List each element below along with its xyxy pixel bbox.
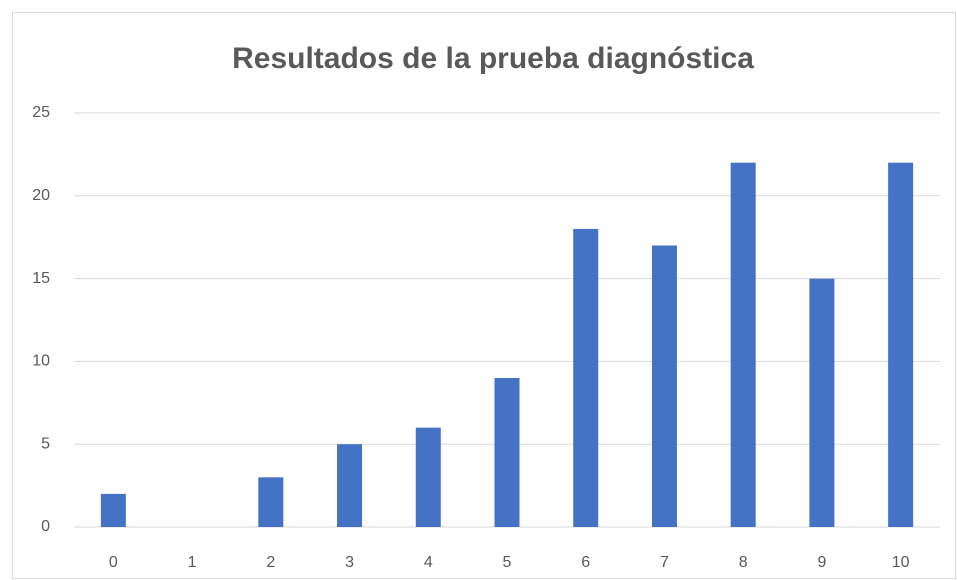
- bar: [573, 228, 599, 528]
- x-tick-label: 10: [892, 554, 910, 571]
- bar: [809, 278, 835, 527]
- x-tick-label: 4: [424, 554, 433, 571]
- y-tick-label: 0: [41, 518, 50, 535]
- y-tick-label: 15: [32, 270, 50, 287]
- y-tick-label: 5: [41, 435, 50, 452]
- bar: [494, 377, 520, 527]
- chart-frame: [12, 12, 956, 579]
- x-tick-label: 2: [266, 554, 275, 571]
- x-tick-label: 7: [660, 554, 669, 571]
- bar: [651, 245, 677, 528]
- x-tick-label: 8: [739, 554, 748, 571]
- bar: [337, 444, 363, 527]
- bar: [100, 493, 126, 527]
- x-tick-label: 0: [109, 554, 118, 571]
- y-tick-label: 25: [32, 104, 50, 121]
- x-tick-label: 9: [817, 554, 826, 571]
- chart-title: Resultados de la prueba diagnóstica: [232, 42, 754, 75]
- bar: [888, 162, 914, 527]
- x-tick-label: 3: [345, 554, 354, 571]
- bar: [258, 477, 284, 527]
- x-tick-label: 6: [581, 554, 590, 571]
- y-tick-label: 10: [32, 353, 50, 370]
- bar: [730, 162, 756, 527]
- x-tick-label: 5: [503, 554, 512, 571]
- y-tick-label: 20: [32, 187, 50, 204]
- bar: [415, 427, 441, 527]
- x-tick-label: 1: [188, 554, 197, 571]
